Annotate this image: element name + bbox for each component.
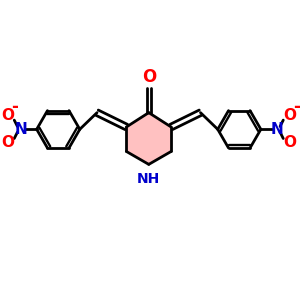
Text: O: O bbox=[142, 68, 156, 86]
Text: N: N bbox=[270, 122, 283, 137]
Text: O: O bbox=[1, 135, 14, 150]
Text: O: O bbox=[284, 108, 296, 123]
Text: N: N bbox=[14, 122, 27, 137]
Text: O: O bbox=[1, 108, 14, 123]
Text: O: O bbox=[284, 135, 296, 150]
Text: -: - bbox=[293, 98, 300, 116]
Text: -: - bbox=[11, 98, 18, 116]
Polygon shape bbox=[126, 112, 171, 164]
Text: NH: NH bbox=[137, 172, 160, 186]
